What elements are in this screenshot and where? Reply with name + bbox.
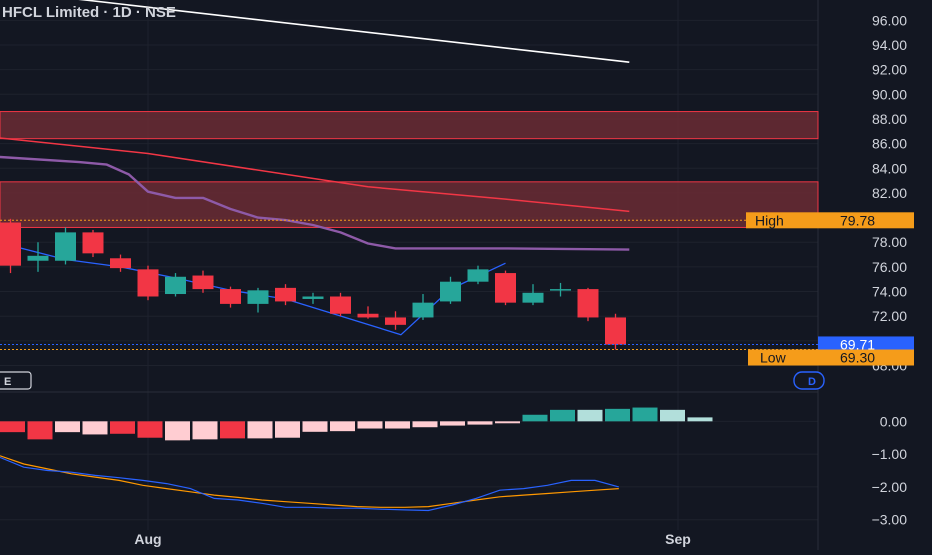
histogram-bar xyxy=(137,421,163,438)
moving-average-line xyxy=(0,137,630,213)
price-lines xyxy=(0,219,818,351)
histogram-bar xyxy=(302,421,328,432)
candle-body xyxy=(302,296,324,299)
candle-body xyxy=(357,313,379,318)
histogram-bar xyxy=(467,421,493,425)
histogram-bar xyxy=(165,421,190,441)
low-label-bg xyxy=(748,349,818,366)
candle-body xyxy=(55,232,76,261)
high-value-bg xyxy=(818,212,914,229)
histogram-bar xyxy=(110,421,135,434)
histogram-bar xyxy=(385,421,410,429)
histogram-bar xyxy=(687,417,713,422)
chart-title[interactable]: HFCL Limited · 1D · NSE xyxy=(2,4,176,21)
pane-left-tag-text: E xyxy=(4,376,11,388)
candle-body xyxy=(247,290,269,304)
candle-body xyxy=(495,273,516,303)
candle-body xyxy=(467,269,489,282)
time-tick-label: Aug xyxy=(134,531,161,547)
pane-left-tag[interactable]: E xyxy=(0,371,32,390)
price-labels: High 79.78 69.71 Low 69.30 xyxy=(746,212,914,366)
histogram-bar xyxy=(440,421,465,426)
candle-body xyxy=(110,258,131,269)
candle-body xyxy=(385,317,406,325)
price-tick-label: 96.00 xyxy=(872,12,907,28)
price-tick-label: 86.00 xyxy=(872,136,907,152)
histogram-bar xyxy=(220,421,245,439)
histogram-bar xyxy=(550,409,575,422)
price-tick-label: 78.00 xyxy=(872,234,907,250)
indicator-tick-label: 0.00 xyxy=(880,413,907,429)
resistance-zone xyxy=(0,111,819,140)
high-label-text: High xyxy=(755,212,784,228)
candle-body xyxy=(27,255,49,261)
price-tick-label: 76.00 xyxy=(872,259,907,275)
candle-body xyxy=(275,287,296,302)
oscillator-pane xyxy=(0,407,713,512)
low-label-text: Low xyxy=(760,350,787,366)
histogram-bar xyxy=(55,421,80,433)
price-tick-label: 82.00 xyxy=(872,185,907,201)
grid xyxy=(0,0,819,550)
price-tick-label: 88.00 xyxy=(872,111,907,127)
last-price-text: 69.71 xyxy=(840,336,875,352)
price-tick-label: 92.00 xyxy=(872,62,907,78)
price-tick-label: 94.00 xyxy=(872,37,907,53)
high-value-text: 79.78 xyxy=(840,212,875,228)
histogram-bar xyxy=(495,421,520,424)
time-tick-label: Sep xyxy=(665,531,691,547)
candle-body xyxy=(577,289,599,318)
histogram-bar xyxy=(412,421,438,428)
histogram-bar xyxy=(632,407,658,422)
histogram-bar xyxy=(522,414,548,422)
histogram-bar xyxy=(82,421,108,435)
price-tick-label: 84.00 xyxy=(872,160,907,176)
candle-body xyxy=(165,276,186,295)
candle-body xyxy=(137,269,159,297)
histogram-bar xyxy=(577,409,603,422)
pane-right-tag-text: D xyxy=(808,376,816,388)
trend-line xyxy=(78,0,630,63)
low-value-text: 69.30 xyxy=(840,350,875,366)
histogram-bar xyxy=(0,421,25,433)
resistance-zones xyxy=(0,111,819,228)
indicator-lines xyxy=(0,0,630,336)
histogram-bar xyxy=(330,421,355,432)
histogram-bar xyxy=(247,421,273,439)
signal-line xyxy=(0,455,619,508)
candle-body xyxy=(440,281,461,302)
candle-body xyxy=(0,222,21,266)
last-price-bg xyxy=(818,336,914,353)
macd-line xyxy=(0,456,619,512)
histogram-bar xyxy=(27,421,53,440)
candle-body xyxy=(550,289,571,291)
candle-body xyxy=(522,292,544,303)
histogram-bar xyxy=(660,409,685,422)
candle-body xyxy=(82,232,104,254)
high-label-bg xyxy=(746,212,818,229)
histogram-bar xyxy=(357,421,383,429)
candle-body xyxy=(605,317,626,345)
low-value-bg xyxy=(818,349,914,366)
candle-body xyxy=(412,302,434,318)
price-tick-label: 74.00 xyxy=(872,284,907,300)
step-average-line xyxy=(0,155,630,251)
candle-body xyxy=(220,289,241,304)
price-axis[interactable]: 96.00 94.00 92.00 90.00 88.00 86.00 84.00 82.00… xyxy=(872,12,908,527)
time-axis[interactable]: Aug Sep xyxy=(134,531,690,547)
candles xyxy=(0,218,626,350)
price-tick-label: 72.00 xyxy=(872,308,907,324)
indicator-tick-label: −3.00 xyxy=(872,512,908,528)
histogram-bar xyxy=(192,421,218,440)
indicator-tick-label: −2.00 xyxy=(872,479,908,495)
candle-body xyxy=(330,296,351,314)
candle-body xyxy=(192,275,214,290)
indicator-tick-label: −1.00 xyxy=(872,446,908,462)
histogram-bar xyxy=(605,408,630,422)
pane-right-tag[interactable]: D xyxy=(793,371,825,390)
price-tick-label: 90.00 xyxy=(872,86,907,102)
histogram-bar xyxy=(275,421,300,438)
